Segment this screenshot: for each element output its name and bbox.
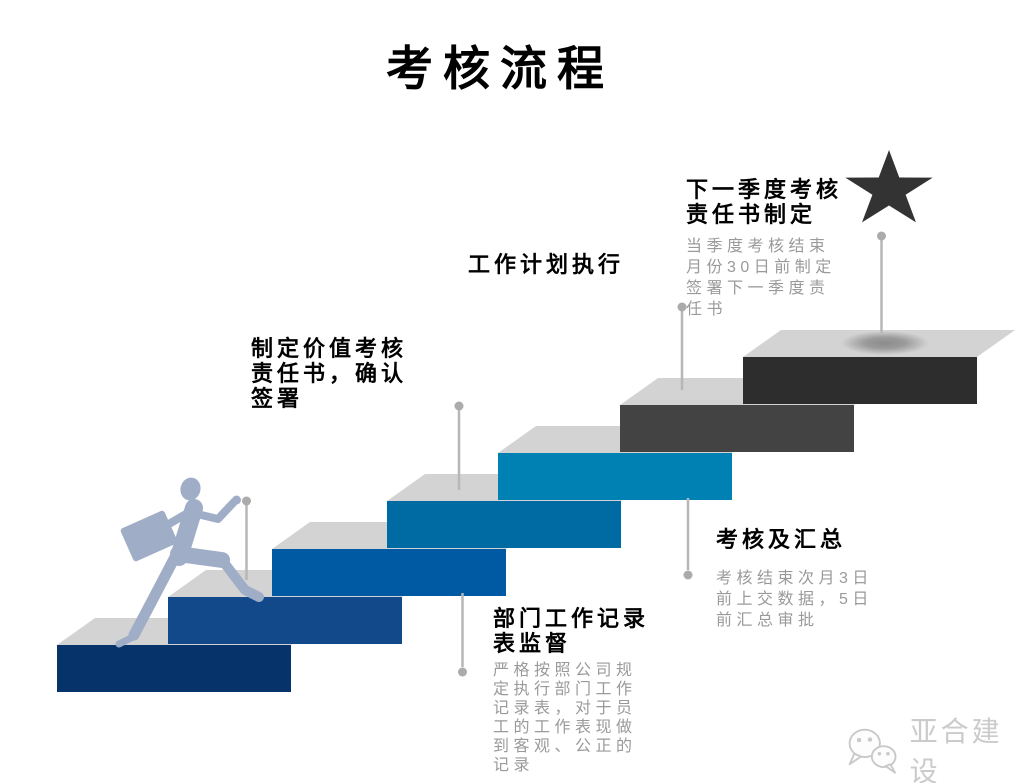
step-4-face <box>387 501 621 548</box>
connector-dot <box>242 496 251 506</box>
label-next-quarter: 下一季度考核 责任书制定 当季度考核结束 月份30日前制定 签署下一季度责 任书 <box>686 177 876 320</box>
label-responsibility-letter: 制定价值考核 责任书，确认 签署 <box>251 336 451 419</box>
connector-dot <box>877 231 886 241</box>
step-6-face <box>620 405 854 452</box>
label-heading: 下一季度考核 责任书制定 <box>686 177 843 227</box>
label-desc: 考核结束次月3日 前上交数据，5日 前汇总审批 <box>716 570 873 629</box>
label-desc: 严格按照公司规 定执行部门工作 记录表，对于员 工的工作表现做 到客观、公正的 … <box>493 662 637 774</box>
label-heading: 工作计划执行 <box>468 252 625 277</box>
connector-star <box>877 231 886 333</box>
connector-step6 <box>677 302 687 390</box>
step-3-face <box>272 549 506 596</box>
connector-dot <box>454 401 464 411</box>
wechat-icon <box>848 728 897 774</box>
connector-dot <box>677 302 687 312</box>
connector-step2 <box>242 496 251 580</box>
label-heading: 制定价值考核 责任书，确认 签署 <box>251 336 408 411</box>
label-work-plan: 工作计划执行 <box>468 252 688 285</box>
step-2-face <box>168 597 402 644</box>
label-assessment-summary: 考核及汇总 考核结束次月3日 前上交数据，5日 前汇总审批 <box>716 527 916 631</box>
connector-dot <box>458 667 467 677</box>
label-heading: 部门工作记录 表监督 <box>493 606 650 656</box>
platform-hole <box>841 331 929 355</box>
businessman-icon <box>115 477 264 648</box>
step-1-face <box>57 645 291 692</box>
connector-assessment-label <box>683 498 693 580</box>
label-record-supervision: 部门工作记录 表监督 严格按照公司规 定执行部门工作 记录表，对于员 工的工作表… <box>493 606 683 775</box>
label-desc: 当季度考核结束 月份30日前制定 签署下一季度责 任书 <box>686 238 836 318</box>
star-icon <box>845 150 933 223</box>
step-5-face <box>498 453 732 500</box>
step-7-face <box>743 357 977 404</box>
brand-name: 亚合建设 <box>909 716 1003 783</box>
page-title: 考核流程 <box>386 42 614 95</box>
label-heading: 考核及汇总 <box>716 527 847 552</box>
connector-step4 <box>454 401 464 490</box>
connector-dot <box>683 570 693 580</box>
connector-record-label <box>458 593 467 677</box>
brand-watermark: 亚合建设 <box>843 710 1027 783</box>
